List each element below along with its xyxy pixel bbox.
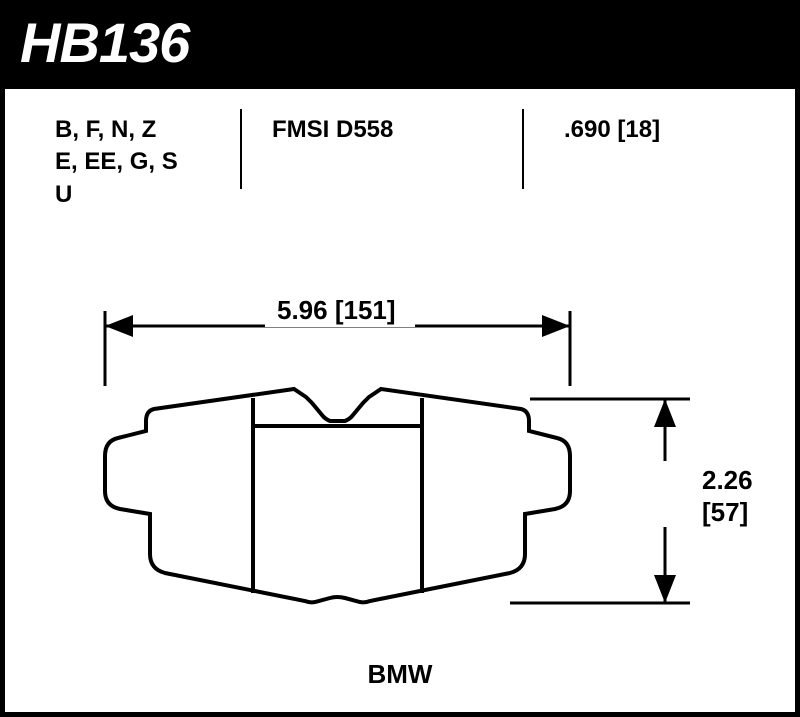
frame: B, F, N, Z E, EE, G, S U FMSI D558 .690 … — [0, 89, 800, 717]
compounds-line: E, EE, G, S — [55, 146, 240, 178]
height-dim-in: 2.26 — [702, 465, 753, 495]
brand-label: BMW — [5, 651, 795, 712]
pad-outline — [105, 389, 570, 602]
pad-diagram-svg: 5.96 [151] 2.26 [57] — [5, 231, 795, 651]
thickness-col: .690 [18] — [524, 114, 704, 211]
height-dimension: 2.26 [57] — [510, 399, 753, 603]
compounds-line: U — [55, 179, 240, 211]
part-number: HB136 — [20, 11, 189, 74]
diagram-area: 5.96 [151] 2.26 [57] — [5, 231, 795, 651]
compounds-col: B, F, N, Z E, EE, G, S U — [55, 114, 240, 211]
width-dimension: 5.96 [151] — [105, 293, 570, 386]
height-dim-mm: [57] — [702, 497, 748, 527]
thickness-value: .690 [18] — [564, 114, 704, 146]
fmsi-col: FMSI D558 — [242, 114, 522, 211]
header-bar: HB136 — [0, 0, 800, 89]
compounds-line: B, F, N, Z — [55, 114, 240, 146]
info-row: B, F, N, Z E, EE, G, S U FMSI D558 .690 … — [5, 89, 795, 231]
width-dim-text: 5.96 [151] — [277, 295, 396, 325]
fmsi-code: FMSI D558 — [272, 114, 522, 146]
